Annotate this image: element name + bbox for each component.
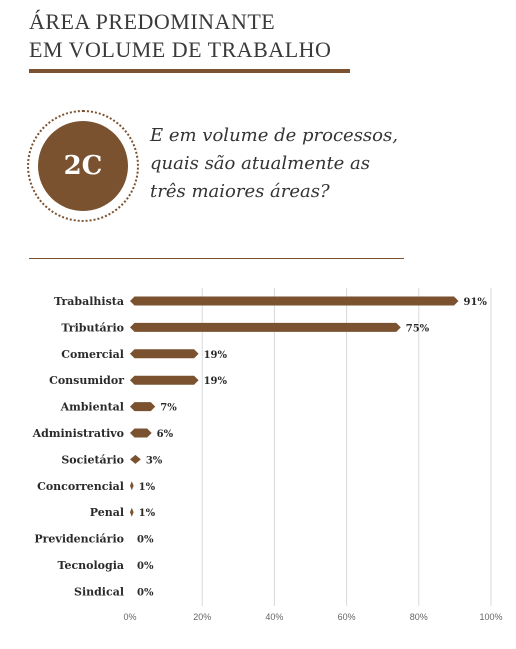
page-title-line-1: ÁREA PREDOMINANTE bbox=[29, 9, 276, 34]
category-label: Tributário bbox=[61, 321, 124, 334]
question-line-2: quais são atualmente as bbox=[150, 153, 371, 174]
bar bbox=[130, 322, 401, 332]
x-tick-label: 60% bbox=[338, 612, 356, 622]
x-tick-label: 100% bbox=[479, 612, 502, 622]
value-label: 1% bbox=[139, 508, 156, 519]
category-label: Previdenciário bbox=[34, 533, 124, 546]
question-badge-label: 2C bbox=[63, 151, 103, 181]
category-label: Administrativo bbox=[32, 427, 124, 440]
category-label: Consumidor bbox=[49, 374, 124, 387]
value-label: 0% bbox=[137, 587, 154, 598]
bar-chart: 0% 20% 40% 60% 80% 100% Trabalhista 91% Tributár… bbox=[32, 288, 503, 622]
title-underline bbox=[29, 69, 350, 73]
bar bbox=[130, 428, 152, 438]
value-label: 19% bbox=[204, 376, 228, 387]
value-label: 91% bbox=[464, 297, 488, 308]
value-label: 3% bbox=[146, 455, 163, 466]
page-title: ÁREA PREDOMINANTE EM VOLUME DE TRABALHO bbox=[29, 8, 331, 64]
question-line-1: E em volume de processos, bbox=[150, 125, 398, 146]
category-label: Trabalhista bbox=[54, 295, 124, 308]
bar bbox=[130, 454, 141, 464]
bar bbox=[130, 402, 156, 412]
value-label: 7% bbox=[160, 403, 177, 414]
bar bbox=[130, 375, 199, 385]
value-label: 0% bbox=[137, 535, 154, 546]
x-tick-label: 0% bbox=[123, 612, 136, 622]
category-label: Ambiental bbox=[60, 401, 124, 414]
question-text: E em volume de processos, quais são atua… bbox=[150, 122, 430, 206]
value-label: 0% bbox=[137, 561, 154, 572]
badge-dotted-ring bbox=[27, 110, 139, 222]
x-tick-label: 20% bbox=[193, 612, 211, 622]
value-label: 6% bbox=[157, 429, 174, 440]
page-title-line-2: EM VOLUME DE TRABALHO bbox=[29, 37, 332, 62]
category-label: Concorrencial bbox=[37, 480, 124, 493]
value-label: 1% bbox=[139, 482, 156, 493]
bar bbox=[130, 481, 134, 491]
bar bbox=[130, 507, 134, 517]
value-label: 75% bbox=[406, 323, 430, 334]
category-label: Societário bbox=[61, 453, 124, 466]
bar bbox=[130, 296, 459, 306]
x-tick-label: 80% bbox=[410, 612, 428, 622]
bar bbox=[130, 349, 199, 359]
category-label: Penal bbox=[90, 506, 124, 519]
x-tick-label: 40% bbox=[265, 612, 283, 622]
category-label: Comercial bbox=[61, 348, 124, 361]
value-label: 19% bbox=[204, 350, 228, 361]
question-badge: 2C bbox=[38, 121, 128, 211]
section-divider bbox=[29, 258, 404, 259]
category-label: Sindical bbox=[74, 585, 124, 598]
question-line-3: três maiores áreas? bbox=[150, 181, 330, 202]
category-label: Tecnologia bbox=[58, 559, 124, 572]
